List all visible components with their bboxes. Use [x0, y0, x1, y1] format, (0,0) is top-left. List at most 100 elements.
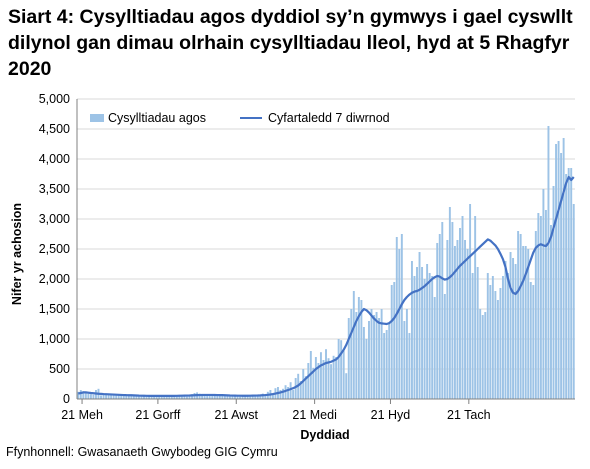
bar — [383, 333, 386, 399]
bar — [517, 231, 520, 399]
y-tick-label: 2,000 — [39, 272, 70, 286]
legend-bar-label: Cysylltiadau agos — [108, 111, 206, 125]
bar — [365, 339, 368, 399]
bar — [292, 390, 295, 399]
bar — [570, 168, 573, 399]
bar — [100, 395, 102, 399]
bar — [448, 207, 451, 399]
bar — [191, 394, 193, 399]
bar — [307, 363, 310, 399]
bar — [352, 291, 355, 399]
bar — [423, 279, 426, 399]
bar — [223, 396, 226, 399]
y-tick-label: 3,000 — [39, 212, 70, 226]
bar — [398, 249, 401, 399]
bar — [552, 186, 555, 399]
bar — [471, 273, 474, 399]
x-axis-title: Dyddiad — [300, 428, 349, 442]
legend-line-label: Cyfartaledd 7 diwrnod — [268, 111, 390, 125]
bar — [325, 349, 327, 399]
x-tick-label: 21 Tach — [447, 408, 491, 422]
bar — [459, 228, 461, 399]
bar — [360, 300, 363, 399]
bar — [271, 394, 274, 399]
y-tick-label: 1,500 — [39, 302, 70, 316]
bar — [153, 396, 156, 399]
bar — [289, 382, 292, 399]
bar — [405, 309, 408, 399]
y-tick-label: 4,500 — [39, 122, 70, 136]
bar — [512, 258, 515, 399]
bar — [489, 285, 492, 399]
bar — [115, 394, 118, 399]
legend-bar-swatch — [90, 114, 104, 122]
bar — [120, 395, 123, 399]
bar — [327, 358, 330, 399]
bar — [203, 395, 206, 399]
bar — [403, 321, 406, 399]
bar — [79, 390, 82, 399]
bar — [486, 273, 489, 399]
bar — [345, 373, 348, 399]
bar — [150, 396, 153, 399]
bar — [426, 264, 429, 399]
bar — [287, 387, 290, 399]
bar — [178, 396, 181, 399]
bar — [550, 225, 552, 399]
bar — [158, 396, 161, 399]
bar — [476, 267, 479, 399]
bar — [249, 396, 252, 399]
bar — [107, 393, 110, 399]
x-tick-label: 21 Awst — [214, 408, 258, 422]
bar — [337, 339, 340, 399]
bar — [539, 216, 542, 399]
bar — [175, 395, 178, 399]
chart-title: Siart 4: Cysylltiadau agos dyddiol sy’n … — [8, 6, 573, 80]
bar — [92, 394, 95, 399]
bar — [137, 396, 140, 399]
bar — [529, 282, 532, 399]
bar — [213, 395, 216, 399]
bar — [256, 395, 259, 399]
bar — [451, 222, 454, 399]
bar — [319, 352, 322, 399]
bar — [282, 388, 284, 399]
bar — [373, 315, 375, 399]
bar — [122, 395, 125, 399]
bar — [418, 252, 421, 399]
bar — [160, 395, 163, 399]
bar — [428, 273, 431, 399]
bar — [431, 276, 434, 399]
bar — [155, 396, 158, 399]
bar — [132, 396, 135, 399]
bar — [206, 394, 209, 399]
bar — [342, 351, 345, 399]
bar — [143, 396, 145, 399]
bar — [186, 396, 188, 399]
bar — [572, 204, 575, 399]
bar-series — [77, 126, 575, 399]
bar — [368, 321, 370, 399]
bar — [547, 126, 550, 399]
y-tick-label: 4,000 — [39, 152, 70, 166]
bar — [173, 396, 176, 399]
y-tick-label: 0 — [63, 392, 70, 406]
bar — [507, 273, 509, 399]
bar — [226, 396, 229, 399]
bar — [246, 396, 249, 399]
bar — [385, 330, 388, 399]
bar — [216, 396, 219, 399]
bar — [231, 396, 234, 399]
bar — [87, 393, 90, 399]
bar — [542, 189, 545, 399]
bar — [355, 312, 358, 399]
bar — [208, 394, 211, 399]
y-tick-label: 3,500 — [39, 182, 70, 196]
x-tick-label: 21 Hyd — [371, 408, 411, 422]
bar — [259, 395, 262, 399]
bar — [438, 234, 441, 399]
bar — [501, 276, 504, 399]
moving-average-line — [78, 175, 575, 397]
bar — [461, 216, 464, 399]
